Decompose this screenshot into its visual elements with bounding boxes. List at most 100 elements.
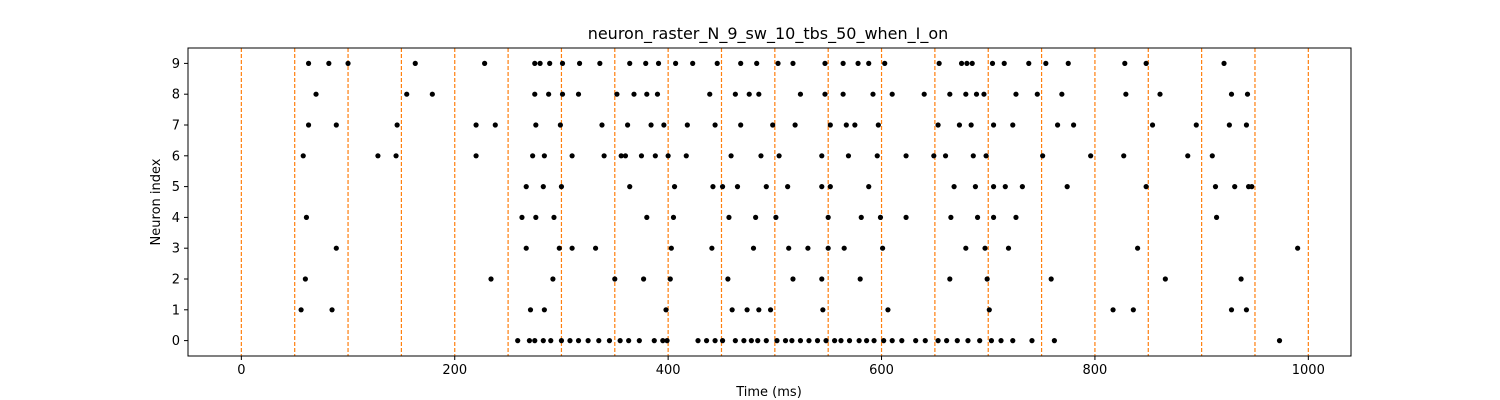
spike-marker — [1130, 307, 1136, 313]
y-tick-label: 3 — [172, 242, 180, 257]
spike-marker — [1043, 60, 1049, 66]
spike-marker — [936, 60, 942, 66]
spike-marker — [559, 60, 566, 66]
spike-marker — [789, 338, 795, 344]
spike-marker — [1149, 122, 1156, 128]
chart-title: neuron_raster_N_9_sw_10_tbs_50_when_I_on — [588, 24, 949, 44]
spike-marker — [1065, 60, 1071, 66]
spike-marker — [822, 60, 828, 66]
spike-marker — [879, 245, 886, 251]
spike-marker — [819, 153, 825, 159]
spike-marker — [1295, 245, 1301, 251]
spike-marker — [533, 122, 539, 128]
spike-marker — [1122, 60, 1128, 66]
spike-marker — [541, 153, 547, 159]
x-tick-label: 0 — [237, 363, 245, 378]
spike-marker — [875, 122, 881, 128]
spike-marker — [1019, 184, 1025, 190]
spike-marker — [684, 122, 690, 128]
spike-marker — [703, 338, 710, 344]
spike-marker — [986, 307, 992, 313]
y-tick-label: 8 — [172, 88, 180, 103]
spike-marker — [770, 122, 776, 128]
spike-marker — [1209, 153, 1215, 159]
spike-marker — [523, 245, 529, 251]
spike-marker — [652, 153, 658, 159]
spike-marker — [763, 338, 769, 344]
spike-marker — [790, 276, 796, 282]
spike-marker — [526, 338, 533, 344]
spike-marker — [643, 60, 649, 66]
spike-marker — [852, 122, 858, 128]
spike-marker — [882, 60, 888, 66]
spike-marker — [866, 60, 872, 66]
spike-marker — [820, 307, 826, 313]
spike-marker — [753, 214, 759, 220]
y-tick-label: 7 — [172, 119, 180, 134]
spike-marker — [1029, 338, 1035, 344]
spike-markers — [298, 60, 1301, 344]
spike-marker — [805, 245, 811, 251]
spike-marker — [990, 184, 997, 190]
spike-marker — [558, 338, 565, 344]
spike-marker — [473, 153, 479, 159]
spike-marker — [492, 122, 498, 128]
spike-marker — [1238, 276, 1244, 282]
spike-marker — [523, 184, 529, 190]
spike-marker — [998, 338, 1004, 344]
spike-marker — [333, 122, 339, 128]
spike-marker — [305, 122, 312, 128]
spike-marker — [393, 153, 399, 159]
spike-marker — [756, 307, 762, 313]
spike-marker — [750, 245, 757, 251]
y-axis-label: Neuron index — [149, 158, 164, 245]
spike-marker — [1243, 307, 1250, 313]
spike-marker — [974, 214, 981, 220]
spike-marker — [889, 91, 895, 97]
spike-marker — [1059, 91, 1065, 97]
spike-marker — [963, 245, 969, 251]
spike-marker — [1001, 60, 1007, 66]
spike-marker — [797, 338, 804, 344]
spike-marker — [345, 60, 351, 66]
spike-marker — [473, 122, 479, 128]
spike-marker — [644, 214, 650, 220]
spike-marker — [597, 60, 603, 66]
spike-marker — [1244, 91, 1251, 97]
spike-marker — [797, 91, 804, 97]
spike-marker — [863, 338, 870, 344]
spike-marker — [567, 338, 573, 344]
spike-marker — [631, 91, 637, 97]
spike-marker — [903, 214, 909, 220]
spike-marker — [870, 91, 876, 97]
spike-marker — [855, 60, 861, 66]
spike-marker — [970, 153, 976, 159]
spike-marker — [827, 122, 833, 128]
spike-marker — [786, 245, 792, 251]
spike-marker — [667, 276, 673, 282]
spike-marker — [585, 338, 591, 344]
spike-marker — [546, 91, 552, 97]
spike-marker — [532, 338, 538, 344]
spike-marker — [663, 307, 669, 313]
spike-marker — [695, 338, 701, 344]
spike-marker — [1162, 276, 1168, 282]
spike-marker — [1212, 184, 1219, 190]
y-axis-ticks: 0 1 2 3 4 5 6 7 8 9 — [172, 57, 188, 349]
y-tick-label: 4 — [172, 211, 180, 226]
spike-marker — [1040, 153, 1046, 159]
spike-marker — [1228, 307, 1235, 313]
spike-marker — [956, 122, 963, 128]
spike-marker — [1010, 338, 1016, 344]
spike-marker — [298, 307, 304, 313]
spike-marker — [846, 338, 853, 344]
spike-marker — [984, 276, 990, 282]
spike-marker — [644, 91, 650, 97]
spike-marker — [618, 153, 624, 159]
spike-marker — [660, 338, 666, 344]
spike-marker — [636, 338, 642, 344]
spike-marker — [305, 60, 312, 66]
spike-marker — [1010, 122, 1016, 128]
x-tick-label: 1000 — [1292, 363, 1325, 378]
